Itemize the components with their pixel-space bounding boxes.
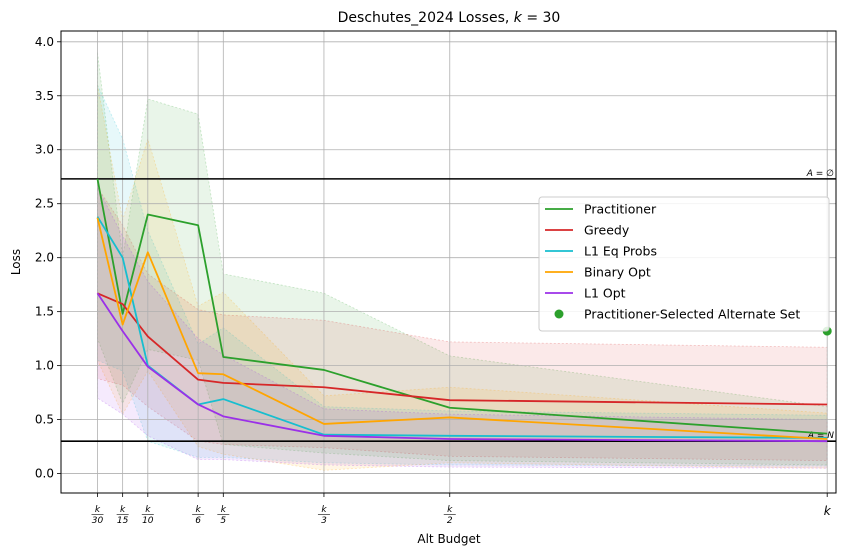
x-tick-numerator-5: k xyxy=(321,505,327,515)
chart-title: Deschutes_2024 Losses, k = 30 xyxy=(338,10,561,26)
y-tick-label-4: 2.0 xyxy=(35,251,54,265)
series-line-0 xyxy=(96,178,828,435)
y-tick-label-8: 4.0 xyxy=(35,35,54,49)
y-tick-label-6: 3.0 xyxy=(35,143,54,157)
series-line-3 xyxy=(96,217,828,440)
reference-line-label-0: A = ∅ xyxy=(806,169,834,179)
legend-label-3: Binary Opt xyxy=(584,265,651,280)
legend-box xyxy=(538,196,830,332)
series-line-2 xyxy=(96,216,828,439)
series-lines xyxy=(96,178,828,443)
x-tick-denominator-4: 5 xyxy=(220,516,226,526)
band-1 xyxy=(97,186,828,462)
y-tick-label-1: 0.5 xyxy=(35,413,54,427)
x-tick-numerator-4: k xyxy=(221,505,227,515)
x-tick-label-7: k xyxy=(824,504,832,518)
y-tick-label-5: 2.5 xyxy=(35,197,54,211)
y-tick-label-7: 3.5 xyxy=(35,89,54,103)
x-tick-denominator-0: 30 xyxy=(92,516,104,526)
series-line-1 xyxy=(97,292,828,406)
y-tick-label-0: 0.0 xyxy=(35,467,54,481)
legend-label-2: L1 Eq Probs xyxy=(584,244,657,259)
band-0 xyxy=(97,52,828,466)
x-tick-denominator-6: 2 xyxy=(447,516,453,526)
x-tick-numerator-1: k xyxy=(120,505,126,515)
x-tick-numerator-0: k xyxy=(95,505,101,515)
grid-lines xyxy=(61,31,836,493)
y-axis-ticks: 0.0 0.5 1.0 1.5 2.0 2.5 3.0 3.5 4.0 xyxy=(35,35,61,481)
x-tick-numerator-6: k xyxy=(447,505,453,515)
y-tick-label-2: 1.0 xyxy=(35,359,54,373)
series-line-4 xyxy=(96,292,828,443)
band-4 xyxy=(97,187,828,469)
y-axis-label: Loss xyxy=(9,249,23,275)
legend-label-scatter: Practitioner-Selected Alternate Set xyxy=(584,307,800,322)
x-axis-label: Alt Budget xyxy=(417,532,481,546)
plot-frame xyxy=(60,30,837,494)
reference-line-label-1: A = N xyxy=(807,431,834,441)
x-tick-denominator-2: 10 xyxy=(142,516,154,526)
y-tick-label-3: 1.5 xyxy=(35,305,54,319)
legend: Practitioner Greedy L1 Eq Probs Binary Opt L… xyxy=(538,196,830,332)
legend-label-1: Greedy xyxy=(584,223,630,238)
x-tick-denominator-1: 15 xyxy=(117,516,129,526)
x-tick-numerator-3: k xyxy=(196,505,202,515)
x-tick-denominator-5: 3 xyxy=(321,516,327,526)
x-tick-denominator-3: 6 xyxy=(195,516,201,526)
legend-label-0: Practitioner xyxy=(584,202,657,217)
x-tick-numerator-2: k xyxy=(145,505,151,515)
legend-swatch-scatter xyxy=(554,309,564,319)
legend-label-4: L1 Opt xyxy=(584,286,626,301)
